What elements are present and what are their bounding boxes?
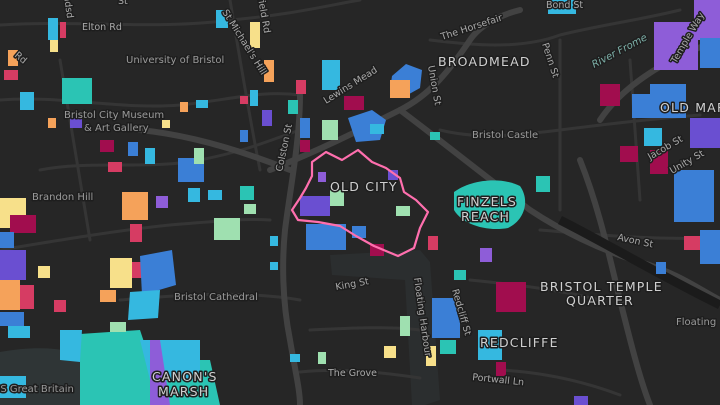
area-label-temple-quarter-line2: QUARTER (566, 293, 634, 308)
railway-line (557, 215, 720, 310)
area-label-broadmead: BROADMEAD (438, 54, 531, 69)
poi-label-museum-line2: & Art Gallery (84, 123, 149, 134)
area-label-redcliffe: REDCLIFFE (480, 335, 559, 350)
street-label-top-fragment: adsd (61, 0, 75, 19)
street-label-bond-st: Bond St (546, 0, 583, 11)
major-roads (137, 7, 720, 405)
area-label-old-market: OLD MAR (660, 100, 720, 115)
area-label-old-city: OLD CITY (330, 179, 398, 194)
area-label-canons-marsh-line2: MARSH (158, 384, 209, 399)
area-label-temple-quarter-line1: BRISTOL TEMPLE (540, 279, 663, 294)
street-label-the-grove: The Grove (327, 368, 377, 379)
old-city-boundary-outline (290, 148, 430, 258)
street-label-elton-rd: Elton Rd (82, 22, 122, 33)
poi-label-floating: Floating (676, 317, 716, 328)
poi-label-ss-great-britain: SS Great Britain (0, 384, 74, 395)
poi-label-cathedral: Bristol Cathedral (174, 292, 258, 303)
poi-label-brandon-hill: Brandon Hill (32, 192, 93, 203)
area-label-canons-marsh-line1: CANON'S (152, 369, 218, 384)
area-label-finzels-reach-line1: FINZELS (457, 194, 517, 209)
street-label-top-left-st: St (118, 0, 128, 7)
area-label-finzels-reach-line2: REACH (461, 209, 510, 224)
poi-label-museum-line1: Bristol City Museum (64, 110, 164, 121)
poi-label-university: University of Bristol (126, 55, 224, 66)
poi-label-castle: Bristol Castle (472, 130, 538, 141)
floating-harbour-water (330, 250, 440, 405)
